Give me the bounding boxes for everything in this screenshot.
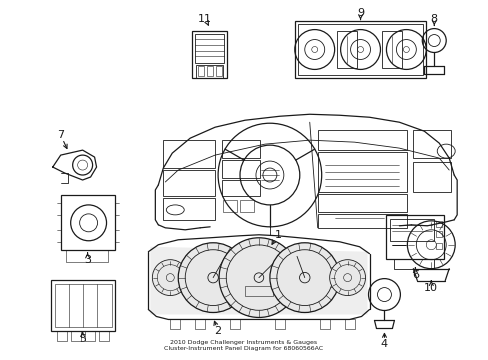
Bar — [229, 319, 240, 329]
Bar — [163, 170, 215, 196]
Bar — [435, 243, 441, 249]
Text: 2: 2 — [214, 327, 221, 336]
Bar — [163, 198, 215, 220]
Bar — [222, 180, 260, 196]
Bar — [317, 194, 407, 212]
Polygon shape — [150, 247, 367, 315]
Text: 1: 1 — [274, 230, 281, 240]
Bar — [317, 152, 407, 192]
Bar — [55, 284, 111, 328]
Circle shape — [178, 243, 247, 312]
Bar — [207, 67, 213, 76]
Circle shape — [219, 238, 298, 318]
Bar — [198, 67, 203, 76]
Bar — [57, 332, 66, 341]
Bar — [196, 66, 223, 78]
Bar — [435, 231, 441, 237]
Bar — [412, 162, 450, 192]
Bar — [223, 200, 237, 212]
Bar — [297, 24, 423, 75]
Bar — [412, 130, 450, 158]
Bar — [222, 160, 260, 178]
Text: 10: 10 — [424, 283, 437, 293]
Text: 8: 8 — [430, 14, 437, 24]
Bar — [222, 140, 260, 158]
Bar — [394, 259, 433, 269]
Bar — [192, 31, 226, 78]
Circle shape — [329, 260, 365, 296]
Bar — [61, 195, 115, 250]
Bar — [240, 200, 253, 212]
Bar — [382, 31, 402, 68]
Bar — [84, 332, 94, 341]
Bar — [244, 285, 272, 296]
Bar — [294, 21, 426, 78]
Bar — [195, 319, 205, 329]
Bar — [389, 219, 433, 241]
Text: 7: 7 — [57, 130, 64, 140]
Bar — [65, 250, 107, 262]
Bar — [317, 130, 407, 150]
Text: 2010 Dodge Challenger Instruments & Gauges
Cluster-Instrument Panel Diagram for : 2010 Dodge Challenger Instruments & Gaug… — [164, 340, 323, 351]
Text: 6: 6 — [411, 270, 418, 280]
Bar — [435, 221, 441, 227]
Bar — [71, 332, 81, 341]
Bar — [317, 214, 407, 228]
Bar — [170, 319, 180, 329]
Bar — [99, 332, 108, 341]
Text: 9: 9 — [356, 8, 364, 18]
Text: 3: 3 — [84, 255, 91, 265]
Circle shape — [152, 260, 188, 296]
Bar — [195, 33, 224, 63]
Text: 5: 5 — [79, 334, 86, 345]
Bar — [319, 319, 329, 329]
Circle shape — [269, 243, 339, 312]
Bar — [51, 280, 115, 332]
Bar — [336, 31, 356, 68]
Bar — [216, 67, 222, 76]
Bar — [386, 215, 443, 259]
Bar — [344, 319, 354, 329]
Text: 4: 4 — [380, 339, 387, 349]
Bar — [163, 140, 215, 168]
Bar — [274, 319, 285, 329]
Text: 11: 11 — [198, 14, 212, 24]
